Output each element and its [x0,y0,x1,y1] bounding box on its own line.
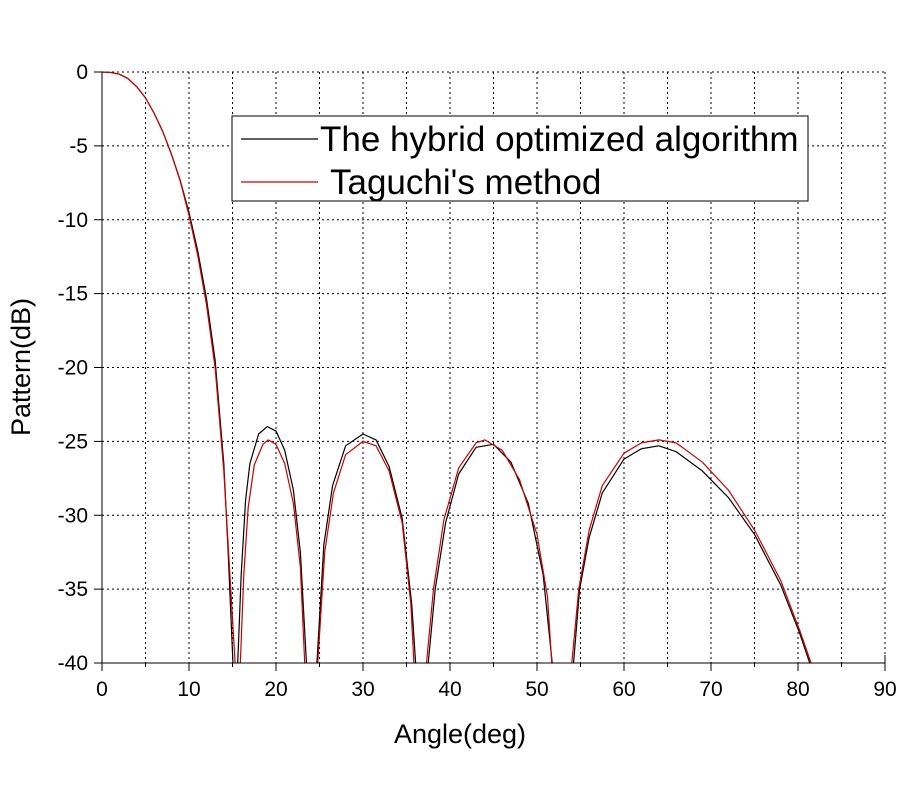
x-tick-label: 60 [612,678,635,701]
y-tick-label: -40 [58,652,88,675]
y-tick-label: -25 [58,430,88,453]
x-tick-label: 0 [96,678,108,701]
legend-box [231,115,809,202]
x-tick-label: 70 [699,678,722,701]
tick-labels: 0 10 20 30 40 50 60 70 80 90 0 -5 -10 -15 -20 -25 -30 -35… [58,61,897,701]
x-tick-label: 90 [873,678,896,701]
y-tick-label: -35 [58,578,88,601]
series-line-taguchi [101,71,812,664]
legend-label-hybrid: The hybrid optimized algorithm [320,120,799,159]
y-tick-label: -30 [58,504,88,527]
x-tick-label: 40 [438,678,461,701]
y-tick-label: -15 [58,283,88,306]
y-tick-label: 0 [76,61,88,84]
legend: The hybrid optimized algorithm Taguchi's… [231,115,809,202]
y-tick-label: -10 [58,209,88,232]
y-tick-label: -20 [58,357,88,380]
plot-series [101,71,812,664]
x-tick-label: 20 [264,678,287,701]
axes [94,71,886,671]
y-tick-label: -5 [69,135,88,158]
x-tick-label: 30 [351,678,374,701]
x-axis-title: Angle(deg) [394,719,526,749]
legend-label-taguchi: Taguchi's method [330,163,601,202]
x-tick-label: 80 [786,678,809,701]
y-axis-title: Pattern(dB) [6,298,36,436]
x-tick-label: 10 [177,678,200,701]
x-tick-label: 50 [525,678,548,701]
